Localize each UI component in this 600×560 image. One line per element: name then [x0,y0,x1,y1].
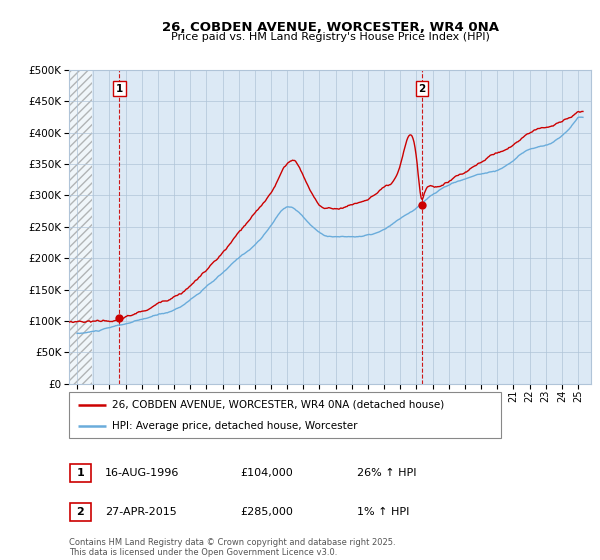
Text: 27-APR-2015: 27-APR-2015 [105,507,177,517]
Text: 26, COBDEN AVENUE, WORCESTER, WR4 0NA (detached house): 26, COBDEN AVENUE, WORCESTER, WR4 0NA (d… [112,400,445,410]
Text: £285,000: £285,000 [240,507,293,517]
Text: 2: 2 [418,84,425,94]
Text: Price paid vs. HM Land Registry's House Price Index (HPI): Price paid vs. HM Land Registry's House … [170,32,490,43]
Text: Contains HM Land Registry data © Crown copyright and database right 2025.
This d: Contains HM Land Registry data © Crown c… [69,538,395,557]
Text: 26, COBDEN AVENUE, WORCESTER, WR4 0NA: 26, COBDEN AVENUE, WORCESTER, WR4 0NA [161,21,499,34]
Text: 2: 2 [77,507,84,517]
Text: 16-AUG-1996: 16-AUG-1996 [105,468,179,478]
Text: £104,000: £104,000 [240,468,293,478]
Text: 1: 1 [116,84,123,94]
Text: 1% ↑ HPI: 1% ↑ HPI [357,507,409,517]
Text: 1: 1 [77,468,84,478]
Bar [69,70,92,384]
Text: 26% ↑ HPI: 26% ↑ HPI [357,468,416,478]
Text: HPI: Average price, detached house, Worcester: HPI: Average price, detached house, Worc… [112,422,358,431]
